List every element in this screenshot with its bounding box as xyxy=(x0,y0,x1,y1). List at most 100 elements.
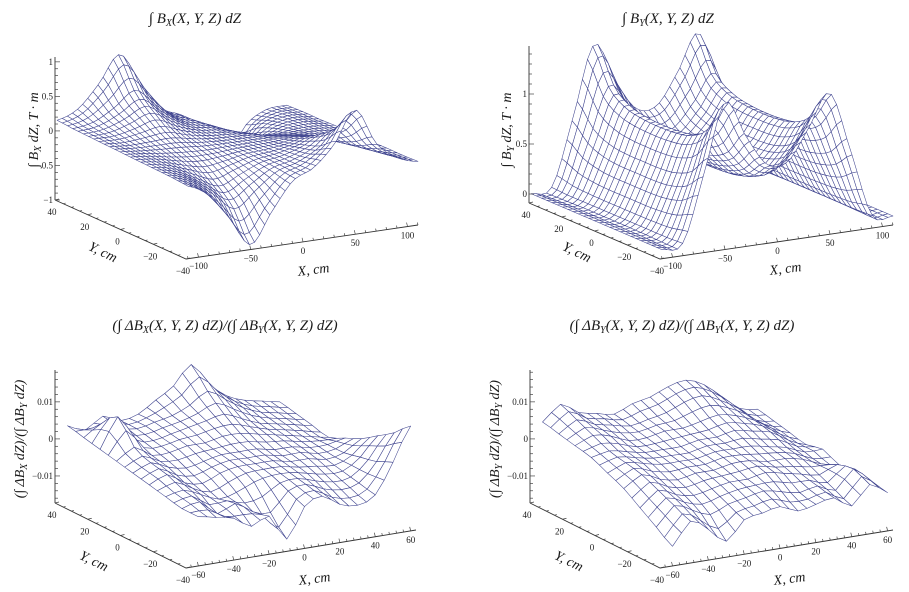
x-minor-tick xyxy=(395,530,397,534)
x-major-tick xyxy=(353,230,356,235)
x-minor-tick xyxy=(714,556,716,560)
y-tick-label: 40 xyxy=(48,207,58,217)
x-axis-label: X, cm xyxy=(297,570,331,589)
y-minor-tick xyxy=(610,237,614,239)
y-tick-label: 0 xyxy=(115,543,120,553)
x-minor-tick xyxy=(858,532,860,536)
surface-mesh xyxy=(530,33,894,251)
y-minor-tick xyxy=(619,546,622,549)
x-minor-tick xyxy=(736,552,738,556)
y-minor-tick xyxy=(136,542,140,544)
panel-title: (∫ ΔBY(X, Y, Z) dZ)/(∫ ΔBY(X, Y, Z) dZ) xyxy=(570,318,795,336)
y-minor-tick xyxy=(71,510,74,512)
y-major-tick xyxy=(87,517,92,520)
x-tick-label: −40 xyxy=(227,564,242,574)
y-tick-label: −20 xyxy=(617,559,632,569)
x-major-tick xyxy=(197,561,199,567)
x-minor-tick xyxy=(728,554,731,557)
z-tick-label: −1 xyxy=(43,195,53,205)
x-minor-tick xyxy=(317,543,320,547)
y-minor-tick xyxy=(643,251,647,253)
x-major-tick xyxy=(707,556,709,561)
y-tick-label: 0 xyxy=(590,543,595,553)
x-major-tick xyxy=(778,544,781,549)
x-axis-label: X, cm xyxy=(772,570,806,589)
x-minor-tick xyxy=(843,535,845,538)
x-axis-label: X, cm xyxy=(296,261,330,280)
x-minor-tick xyxy=(260,245,262,249)
axes: 1 0.5 0 40 20 0 −20 −40 −100 −50 0 50 100 xyxy=(516,46,894,276)
x-tick-label: 0 xyxy=(301,246,306,256)
x-minor-tick xyxy=(225,558,228,562)
y-minor-tick xyxy=(144,546,148,549)
x-tick-label: −20 xyxy=(737,558,752,568)
x-minor-tick xyxy=(865,531,867,535)
x-minor-tick xyxy=(208,253,210,256)
x-minor-tick xyxy=(822,538,824,542)
y-minor-tick xyxy=(95,217,99,219)
x-minor-tick xyxy=(346,538,348,542)
z-axis-label: ∫ BY dZ, T · m xyxy=(500,93,517,169)
x-major-tick xyxy=(828,230,831,235)
y-tick-label: −40 xyxy=(650,575,665,585)
y-axis-label: Y, cm xyxy=(560,240,593,267)
x-minor-tick xyxy=(360,536,362,540)
y-tick-label: 40 xyxy=(522,210,532,220)
y-minor-tick xyxy=(112,530,115,532)
x-tick-label: −40 xyxy=(701,564,716,574)
x-tick-label: 60 xyxy=(406,535,416,545)
x-minor-tick xyxy=(745,243,747,247)
x-major-tick xyxy=(814,538,817,543)
x-minor-tick xyxy=(860,227,862,230)
x-tick-label: −60 xyxy=(191,570,206,580)
y-major-tick xyxy=(120,534,125,536)
x-tick-label: 100 xyxy=(876,231,890,241)
y-major-tick xyxy=(659,566,665,569)
x-minor-tick xyxy=(218,559,220,563)
x-minor-tick xyxy=(228,249,231,253)
y-tick-label: −40 xyxy=(176,266,191,276)
y-axis-label: Y, cm xyxy=(77,549,110,576)
x-minor-tick xyxy=(270,243,273,247)
x-minor-tick xyxy=(721,555,724,558)
x-tick-label: 0 xyxy=(302,552,307,562)
z-tick-label: −0.01 xyxy=(507,471,528,481)
x-major-tick xyxy=(742,550,745,555)
y-minor-tick xyxy=(578,526,582,528)
y-minor-tick xyxy=(553,212,557,214)
x-minor-tick xyxy=(190,564,192,568)
x-minor-tick xyxy=(682,253,684,256)
y-tick-label: 20 xyxy=(80,222,90,232)
x-minor-tick xyxy=(364,230,367,233)
x-minor-tick xyxy=(871,225,873,229)
y-minor-tick xyxy=(79,210,83,212)
y-minor-tick xyxy=(569,219,573,221)
x-major-tick xyxy=(671,561,673,567)
y-major-tick xyxy=(529,501,535,504)
x-major-tick xyxy=(249,245,252,250)
surface-mesh xyxy=(542,379,888,547)
y-minor-tick xyxy=(537,205,540,207)
x-minor-tick xyxy=(310,544,312,548)
y-minor-tick xyxy=(651,562,655,565)
x-major-tick xyxy=(409,526,412,531)
x-minor-tick xyxy=(818,233,820,236)
y-major-tick xyxy=(627,550,632,553)
y-minor-tick xyxy=(144,239,148,241)
y-axis-label: Y, cm xyxy=(86,240,119,267)
x-major-tick xyxy=(373,532,376,537)
x-minor-tick xyxy=(296,547,298,550)
x-major-tick xyxy=(671,253,673,258)
y-minor-tick xyxy=(177,562,181,565)
x-minor-tick xyxy=(275,550,277,554)
z-tick-label: 1 xyxy=(49,57,54,67)
y-major-tick xyxy=(54,501,60,504)
x-minor-tick xyxy=(664,564,666,568)
y-minor-tick xyxy=(104,526,107,528)
x-major-tick xyxy=(886,526,888,531)
z-tick-label: 0 xyxy=(523,189,528,199)
surface-mesh xyxy=(67,364,411,540)
y-minor-tick xyxy=(104,221,107,223)
